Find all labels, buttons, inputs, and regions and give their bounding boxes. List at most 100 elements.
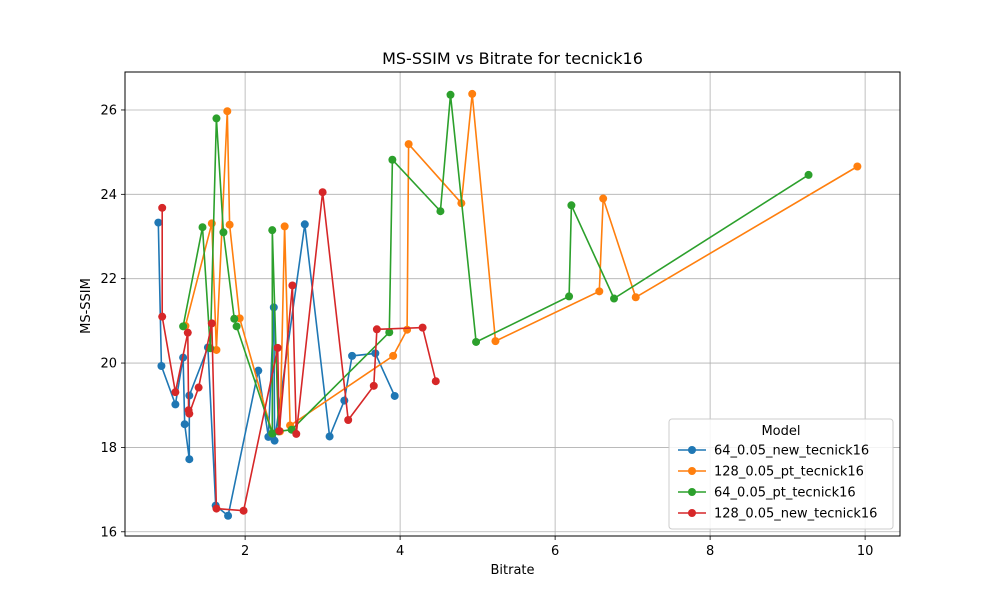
x-tick-label: 10 <box>857 544 874 559</box>
data-point <box>390 391 399 400</box>
data-point <box>372 325 381 334</box>
data-point <box>631 293 640 302</box>
data-point <box>595 287 604 296</box>
data-point <box>288 281 297 290</box>
data-point <box>171 388 180 397</box>
data-point <box>157 362 166 371</box>
legend-title: Model <box>761 424 800 439</box>
data-point <box>270 436 279 445</box>
series-0 <box>154 218 399 520</box>
data-point <box>491 337 500 346</box>
data-point <box>344 416 353 424</box>
data-point <box>207 219 216 228</box>
data-point <box>325 432 334 441</box>
y-tick-label: 22 <box>100 272 117 287</box>
series-layer <box>154 89 862 520</box>
data-point <box>385 328 394 337</box>
legend-label: 128_0.05_pt_tecnick16 <box>714 465 864 480</box>
legend-box <box>668 418 894 530</box>
data-point <box>318 188 327 197</box>
data-point <box>418 323 427 332</box>
series-3 <box>158 188 440 515</box>
data-point <box>158 203 167 212</box>
data-point <box>436 207 445 216</box>
data-point <box>300 220 309 229</box>
data-point <box>225 220 234 229</box>
data-point <box>212 504 221 513</box>
data-point <box>404 140 413 149</box>
legend: Model 64_0.05_new_tecnick16 128_0.05_pt_t… <box>668 418 894 530</box>
data-point <box>198 223 207 232</box>
y-tick-label: 26 <box>100 103 117 118</box>
y-tick-label: 18 <box>100 441 117 456</box>
data-point <box>212 114 221 123</box>
data-point <box>180 420 189 429</box>
data-point <box>219 228 228 237</box>
x-axis-label: Bitrate <box>490 563 534 578</box>
data-point <box>207 319 216 328</box>
y-tick-label: 24 <box>100 188 117 203</box>
data-point <box>230 314 239 323</box>
data-point <box>565 292 574 301</box>
data-point <box>179 322 188 331</box>
data-point <box>239 506 248 515</box>
chart-title: MS-SSIM vs Bitrate for tecnick16 <box>382 49 643 68</box>
data-point <box>472 337 481 346</box>
data-point <box>212 345 221 354</box>
data-point <box>154 218 163 227</box>
x-tick-label: 2 <box>241 544 249 559</box>
data-point <box>599 194 608 203</box>
x-tick-label: 8 <box>706 544 714 559</box>
y-axis-label: MS-SSIM <box>79 278 94 334</box>
data-point <box>183 328 192 337</box>
series-line <box>182 94 809 434</box>
legend-label: 128_0.05_new_tecnick16 <box>714 507 877 522</box>
data-point <box>171 400 180 409</box>
data-point <box>273 343 282 352</box>
data-point <box>158 312 167 321</box>
data-point <box>292 429 301 438</box>
legend-marker <box>688 467 696 475</box>
data-point <box>388 155 397 164</box>
data-point <box>610 294 619 303</box>
data-point <box>389 351 398 360</box>
data-point <box>254 366 263 375</box>
data-point <box>446 90 455 99</box>
data-point <box>275 426 284 435</box>
data-point <box>185 391 194 400</box>
data-point <box>369 381 378 390</box>
y-tick-label: 16 <box>100 525 117 540</box>
x-tick-label: 6 <box>551 544 559 559</box>
legend-marker <box>688 488 696 496</box>
legend-label: 64_0.05_pt_tecnick16 <box>714 486 856 501</box>
data-point <box>804 170 813 179</box>
x-tick-label: 4 <box>396 544 404 559</box>
data-point <box>185 455 194 464</box>
data-point <box>232 322 241 331</box>
legend-label: 64_0.05_new_tecnick16 <box>714 444 869 459</box>
series-line <box>184 93 858 435</box>
data-point <box>468 89 477 98</box>
series-2 <box>179 90 813 438</box>
data-point <box>223 107 232 116</box>
data-point <box>185 409 194 418</box>
data-point <box>431 377 440 386</box>
data-point <box>268 226 277 235</box>
y-tick-label: 20 <box>100 357 117 372</box>
series-line <box>157 222 396 518</box>
plot-frame <box>124 71 901 537</box>
legend-marker <box>688 509 696 517</box>
series-line <box>161 192 437 512</box>
data-point <box>567 201 576 210</box>
data-point <box>194 383 203 392</box>
data-point <box>853 162 862 171</box>
data-point <box>348 351 357 360</box>
data-point <box>403 325 412 334</box>
data-point <box>268 429 277 438</box>
data-point <box>280 222 289 231</box>
legend-marker <box>688 446 696 454</box>
data-point <box>224 511 233 520</box>
